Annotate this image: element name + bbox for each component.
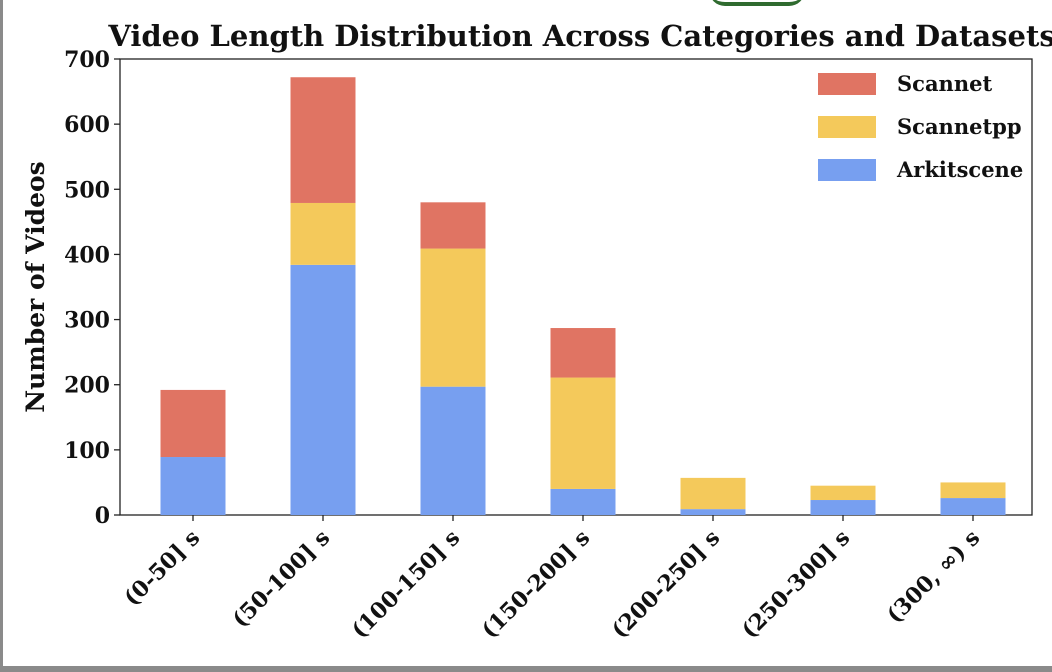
bar-arkitscene-0 bbox=[160, 457, 226, 515]
y-tick-label: 600 bbox=[64, 112, 110, 138]
legend-swatch-arkitscene bbox=[818, 159, 876, 181]
bar-scannetpp-3 bbox=[550, 377, 616, 489]
y-tick-label: 500 bbox=[64, 177, 110, 203]
bar-arkitscene-4 bbox=[680, 509, 746, 515]
bar-scannetpp-1 bbox=[290, 202, 356, 265]
bar-scannet-3 bbox=[550, 328, 616, 378]
bar-arkitscene-6 bbox=[940, 498, 1006, 515]
legend-label-scannet: Scannet bbox=[897, 71, 992, 96]
y-tick-label: 100 bbox=[64, 438, 110, 464]
x-tick-label: (50-100] s bbox=[227, 525, 335, 633]
y-tick-label: 400 bbox=[64, 242, 110, 268]
y-tick-label: 700 bbox=[64, 47, 110, 73]
x-tick-label: (300, ∞) s bbox=[882, 525, 986, 629]
x-tick-label: (0-50] s bbox=[119, 525, 205, 611]
x-tick-label: (250-300] s bbox=[737, 525, 856, 644]
y-tick-label: 0 bbox=[95, 503, 110, 529]
y-tick-label: 300 bbox=[64, 308, 110, 334]
y-tick-label: 200 bbox=[64, 373, 110, 399]
y-axis: 0 100 200 300 400 500 600 700 bbox=[64, 47, 120, 529]
decorative-arc bbox=[709, 0, 805, 6]
bar-scannet-0 bbox=[160, 389, 226, 458]
chart-title: Video Length Distribution Across Categor… bbox=[107, 19, 1052, 53]
bars-layer bbox=[160, 77, 1006, 515]
bar-scannetpp-4 bbox=[680, 477, 746, 510]
legend-label-scannetpp: Scannetpp bbox=[897, 114, 1022, 139]
x-axis: (0-50] s (50-100] s (100-150] s (150-200] s… bbox=[119, 515, 985, 644]
bar-scannetpp-6 bbox=[940, 482, 1006, 499]
legend-label-arkitscene: Arkitscene bbox=[896, 157, 1023, 182]
bar-arkitscene-2 bbox=[420, 386, 486, 515]
bar-arkitscene-1 bbox=[290, 264, 356, 515]
x-tick-label: (100-150] s bbox=[347, 525, 466, 644]
legend-swatch-scannetpp bbox=[818, 116, 876, 138]
bar-scannetpp-2 bbox=[420, 248, 486, 387]
bar-arkitscene-5 bbox=[810, 500, 876, 515]
y-axis-label: Number of Videos bbox=[21, 161, 50, 412]
legend-swatch-scannet bbox=[818, 73, 876, 95]
bar-scannet-1 bbox=[290, 77, 356, 203]
bar-scannet-2 bbox=[420, 202, 486, 249]
x-tick-label: (150-200] s bbox=[477, 525, 596, 644]
x-tick-label: (200-250] s bbox=[607, 525, 726, 644]
bar-scannetpp-5 bbox=[810, 485, 876, 501]
bar-arkitscene-3 bbox=[550, 488, 616, 515]
legend: Scannet Scannetpp Arkitscene bbox=[818, 71, 1023, 182]
